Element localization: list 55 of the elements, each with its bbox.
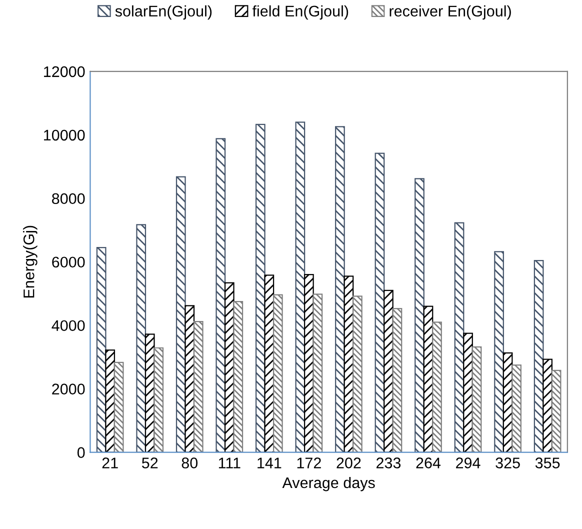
bar [392,308,402,452]
legend-label: field En(Gjoul) [252,5,348,20]
bar [114,362,124,452]
x-tick-label: 111 [218,458,240,468]
bar [184,305,195,452]
bar [454,222,464,452]
y-axis-title: Energy(Gj) [23,226,38,298]
bar [264,274,274,452]
bar [374,152,385,452]
y-tick-label: 10000 [44,130,85,141]
bar [512,364,522,452]
x-tick-label: 172 [297,458,321,468]
bar [312,294,323,452]
y-tick-label: 8000 [52,193,85,204]
x-tick-label: 264 [416,458,441,468]
bar [551,370,562,452]
x-tick-label: 21 [102,458,118,468]
legend-label: receiver En(Gjoul) [390,5,511,20]
bar [216,138,226,452]
x-tick-label: 233 [376,458,401,468]
y-tick-label: 12000 [44,66,85,78]
bar [193,320,204,452]
x-axis-title: Average days [282,476,375,492]
x-tick-label: 52 [142,458,158,468]
x-tick-label: 80 [182,458,198,468]
legend-label: solarEn(Gjoul) [115,5,212,20]
bar [534,260,544,452]
bar [335,126,345,452]
bar [414,178,424,452]
bar [472,346,482,452]
bar [255,124,266,452]
bar [494,251,504,452]
x-tick-label: 294 [456,458,480,468]
bar [105,350,116,452]
y-tick-label: 2000 [52,384,85,394]
bar [542,358,552,452]
y-tick-label: 0 [77,447,85,458]
y-tick-label: 4000 [52,320,85,332]
bar [272,294,283,452]
x-tick-label: 202 [336,458,361,468]
x-tick-label: 325 [496,458,520,468]
bar [432,322,442,452]
bar [352,296,362,452]
bar [96,247,106,452]
x-tick-label: 141 [258,458,282,468]
bar [154,347,164,452]
bar [295,122,306,452]
bar [176,176,186,452]
y-tick-label: 6000 [52,256,85,268]
bar [233,300,244,452]
x-tick-label: 355 [535,458,560,468]
bar [304,274,314,452]
bar [136,224,146,452]
bar [384,290,394,452]
bar [463,332,473,452]
